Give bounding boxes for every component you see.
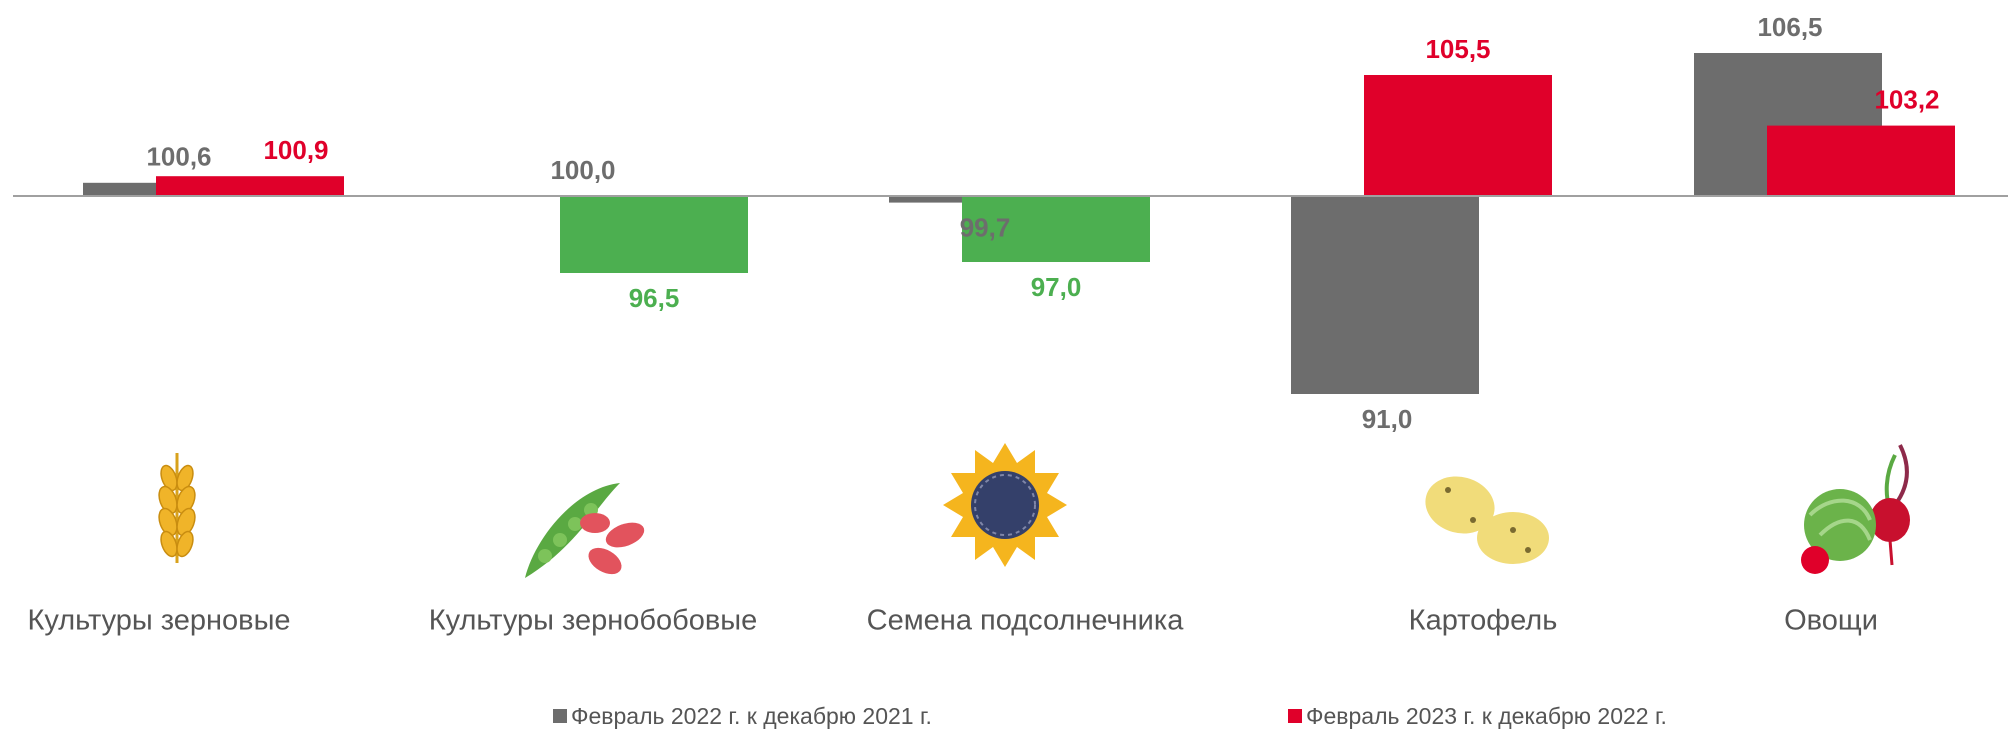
beans-icon bbox=[525, 483, 648, 580]
potato-icon bbox=[1419, 469, 1549, 564]
chart: 100,6 100,0 99,7 91,0 106,5 100,9 96,5 97,0 105,… bbox=[0, 0, 2008, 733]
bar bbox=[1767, 126, 1955, 196]
legend-swatch bbox=[553, 709, 567, 723]
sunflower-icon bbox=[943, 443, 1067, 567]
vegetables-icon bbox=[1801, 445, 1910, 574]
legend-label: Февраль 2023 г. к декабрю 2022 г. bbox=[1306, 703, 1667, 729]
wheat-icon bbox=[156, 453, 199, 563]
category-label: Картофель bbox=[1409, 605, 1558, 637]
value-label: 100,9 bbox=[263, 135, 328, 165]
legend-swatch bbox=[1288, 709, 1302, 723]
bar bbox=[1291, 196, 1479, 394]
value-label: 100,0 bbox=[550, 155, 615, 185]
bar bbox=[560, 196, 748, 273]
value-label: 106,5 bbox=[1757, 12, 1822, 42]
value-label: 103,2 bbox=[1874, 84, 1939, 114]
value-label: 100,6 bbox=[146, 142, 211, 172]
value-label: 105,5 bbox=[1425, 34, 1490, 64]
category-label: Культуры зерновые bbox=[27, 605, 290, 637]
legend-label: Февраль 2022 г. к декабрю 2021 г. bbox=[571, 703, 932, 729]
category-label: Культуры зернобобовые bbox=[429, 605, 758, 637]
category-label: Овощи bbox=[1784, 605, 1878, 637]
value-label: 91,0 bbox=[1362, 404, 1413, 434]
value-label: 97,0 bbox=[1031, 272, 1082, 302]
category-label: Семена подсолнечника bbox=[867, 605, 1185, 637]
value-label: 99,7 bbox=[960, 212, 1011, 242]
bar bbox=[1364, 75, 1552, 196]
value-label: 96,5 bbox=[629, 283, 680, 313]
bar bbox=[156, 176, 344, 196]
